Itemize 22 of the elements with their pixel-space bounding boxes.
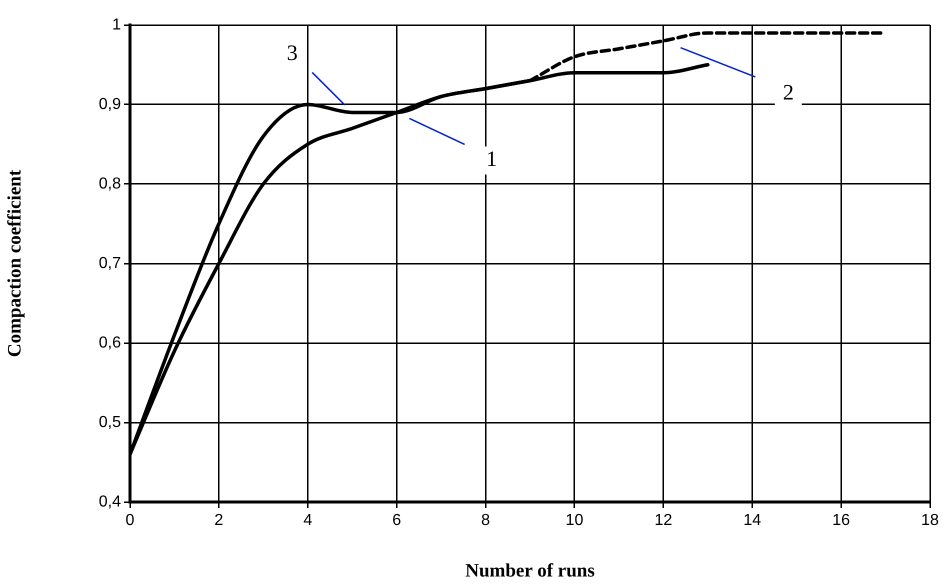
series-label: 3 [286, 40, 298, 66]
y-tick-label: 1 [112, 16, 122, 34]
y-tick-label: 0,9 [98, 96, 122, 113]
x-tick-label: 16 [832, 512, 850, 530]
y-tick-label: 0,6 [98, 334, 122, 352]
x-axis-title: Number of runs [465, 560, 595, 582]
text: 2 [782, 80, 794, 105]
x-tick-label: 4 [303, 512, 312, 530]
x-tick-label: 6 [392, 512, 402, 530]
text: 1 [486, 146, 498, 172]
x-tick-label: 0 [126, 512, 135, 530]
y-tick-label: 0,8 [98, 175, 122, 192]
x-tick-label: 10 [566, 512, 584, 530]
y-tick-label: 0,7 [98, 254, 122, 272]
x-tick-label: 18 [921, 512, 939, 530]
x-tick-label: 2 [214, 512, 224, 530]
x-tick-label: 8 [481, 512, 490, 530]
y-tick-label: 0,5 [98, 414, 122, 431]
x-tick-label: 14 [743, 512, 762, 530]
y-tick-label: 0,4 [98, 493, 122, 510]
y-axis-title: Compaction coefficient [4, 169, 26, 358]
x-tick-label: 12 [654, 512, 672, 530]
